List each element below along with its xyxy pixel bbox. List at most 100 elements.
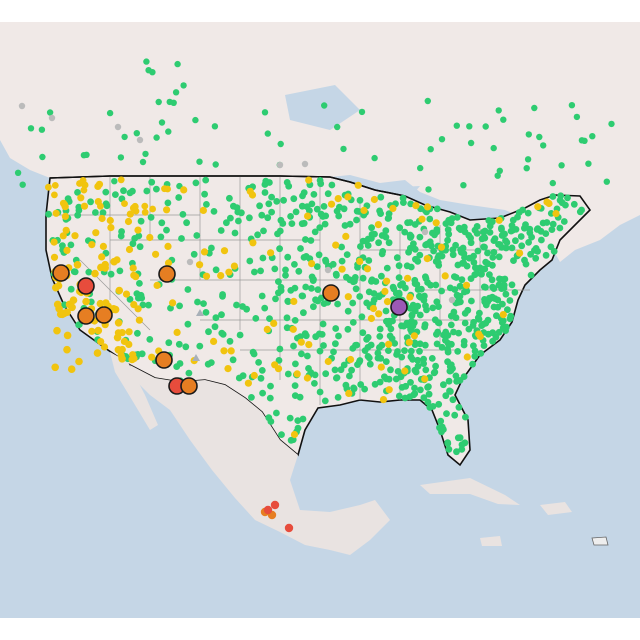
station-good [316, 388, 324, 396]
station-good [80, 152, 88, 159]
station-good [268, 208, 275, 216]
station-moderate [67, 365, 76, 374]
station-moderate [52, 209, 60, 217]
station-good [409, 356, 416, 363]
station-good [277, 216, 285, 224]
station-moderate [80, 202, 89, 210]
station-good [359, 329, 367, 337]
station-moderate [169, 299, 177, 307]
map-viewport[interactable] [0, 22, 640, 618]
station-good [414, 356, 422, 364]
station-moderate [324, 357, 332, 366]
station-good [460, 341, 468, 349]
station-good [165, 128, 172, 135]
station-good [74, 189, 81, 196]
station-good [495, 253, 503, 261]
station-good [332, 340, 339, 348]
station-moderate [59, 199, 68, 207]
station-moderate [52, 283, 60, 292]
station-good [519, 206, 526, 214]
station-good [344, 325, 352, 333]
station-moderate [122, 290, 131, 298]
station-good [502, 290, 510, 298]
station-alert-unhealthy-sensitive [158, 265, 176, 283]
station-good [284, 298, 292, 305]
station-moderate [128, 356, 136, 364]
station-good [527, 271, 535, 279]
station-good [460, 250, 468, 257]
station-good [305, 365, 312, 372]
station-good [341, 222, 349, 229]
station-no-data [48, 114, 56, 122]
station-moderate [100, 343, 109, 351]
station-good [371, 380, 379, 388]
station-good [356, 293, 364, 300]
station-good [75, 203, 83, 211]
station-moderate [297, 338, 305, 346]
station-good [447, 321, 455, 329]
station-good [474, 314, 482, 322]
station-good [608, 120, 615, 128]
station-moderate [146, 233, 154, 242]
station-good [316, 177, 324, 184]
station-good [202, 176, 210, 184]
station-moderate [153, 281, 161, 289]
station-moderate [224, 365, 232, 373]
station-good [411, 245, 419, 253]
station-good [364, 235, 372, 243]
station-good [75, 321, 82, 329]
station-good [256, 202, 263, 210]
station-good [315, 251, 323, 259]
station-good [451, 411, 459, 419]
hispaniola-landmass [540, 502, 572, 515]
station-good [435, 400, 443, 408]
station-good [238, 209, 245, 217]
station-good [165, 339, 173, 347]
station-good [333, 271, 340, 279]
station-good [338, 243, 345, 251]
station-moderate [45, 183, 52, 191]
station-good [438, 343, 446, 351]
station-good [432, 362, 439, 370]
station-moderate [308, 260, 316, 268]
station-good [311, 228, 319, 236]
station-good [67, 285, 75, 293]
station-good [382, 358, 390, 365]
station-good [290, 195, 298, 203]
mexico-landmass [130, 365, 390, 555]
station-good [346, 276, 354, 284]
station-good [406, 219, 414, 226]
station-good [568, 102, 576, 109]
station-good [498, 243, 506, 251]
station-good [416, 233, 424, 241]
station-good [368, 278, 375, 285]
station-good [107, 270, 115, 278]
station-good [180, 82, 187, 89]
station-good [283, 324, 291, 332]
station-good [401, 394, 409, 402]
station-moderate [271, 361, 279, 369]
station-good [14, 169, 22, 176]
station-good [504, 306, 511, 314]
station-good [71, 268, 79, 276]
station-good [139, 301, 147, 309]
station-moderate [406, 293, 414, 301]
station-good [456, 282, 464, 290]
station-good [163, 226, 170, 234]
station-moderate [94, 326, 103, 335]
station-good [229, 356, 237, 364]
station-good [129, 240, 137, 248]
station-moderate [95, 180, 104, 188]
station-good [381, 373, 388, 381]
station-moderate [98, 214, 106, 223]
station-good [420, 360, 427, 367]
station-good [205, 328, 212, 336]
station-moderate [385, 386, 393, 394]
station-good [531, 104, 538, 112]
station-good [378, 272, 385, 280]
station-good [549, 193, 557, 200]
station-good [484, 260, 492, 268]
station-good [480, 228, 487, 236]
station-moderate [334, 195, 342, 203]
station-moderate [124, 217, 133, 226]
